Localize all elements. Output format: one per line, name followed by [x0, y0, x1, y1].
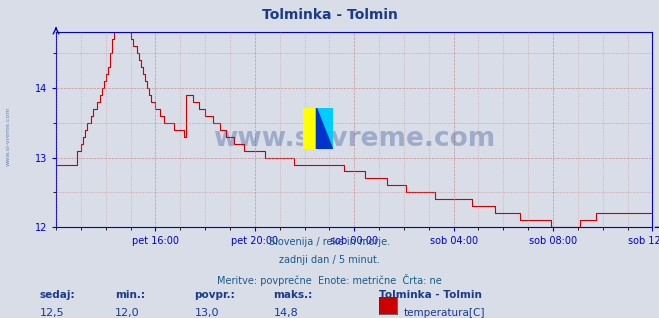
Text: min.:: min.: — [115, 290, 146, 300]
Text: Tolminka - Tolmin: Tolminka - Tolmin — [262, 8, 397, 22]
Text: povpr.:: povpr.: — [194, 290, 235, 300]
Text: zadnji dan / 5 minut.: zadnji dan / 5 minut. — [279, 255, 380, 265]
Text: 12,5: 12,5 — [40, 308, 64, 318]
Text: 14,8: 14,8 — [273, 308, 299, 318]
Text: Slovenija / reke in morje.: Slovenija / reke in morje. — [269, 237, 390, 247]
Text: sedaj:: sedaj: — [40, 290, 75, 300]
Text: Tolminka - Tolmin: Tolminka - Tolmin — [379, 290, 482, 300]
Text: 12,0: 12,0 — [115, 308, 140, 318]
Text: maks.:: maks.: — [273, 290, 313, 300]
Text: temperatura[C]: temperatura[C] — [404, 308, 486, 318]
Polygon shape — [316, 108, 333, 149]
Text: Meritve: povprečne  Enote: metrične  Črta: ne: Meritve: povprečne Enote: metrične Črta:… — [217, 274, 442, 286]
Text: www.si-vreme.com: www.si-vreme.com — [5, 107, 11, 167]
Polygon shape — [316, 108, 333, 149]
Text: www.si-vreme.com: www.si-vreme.com — [213, 126, 496, 152]
Text: 13,0: 13,0 — [194, 308, 219, 318]
